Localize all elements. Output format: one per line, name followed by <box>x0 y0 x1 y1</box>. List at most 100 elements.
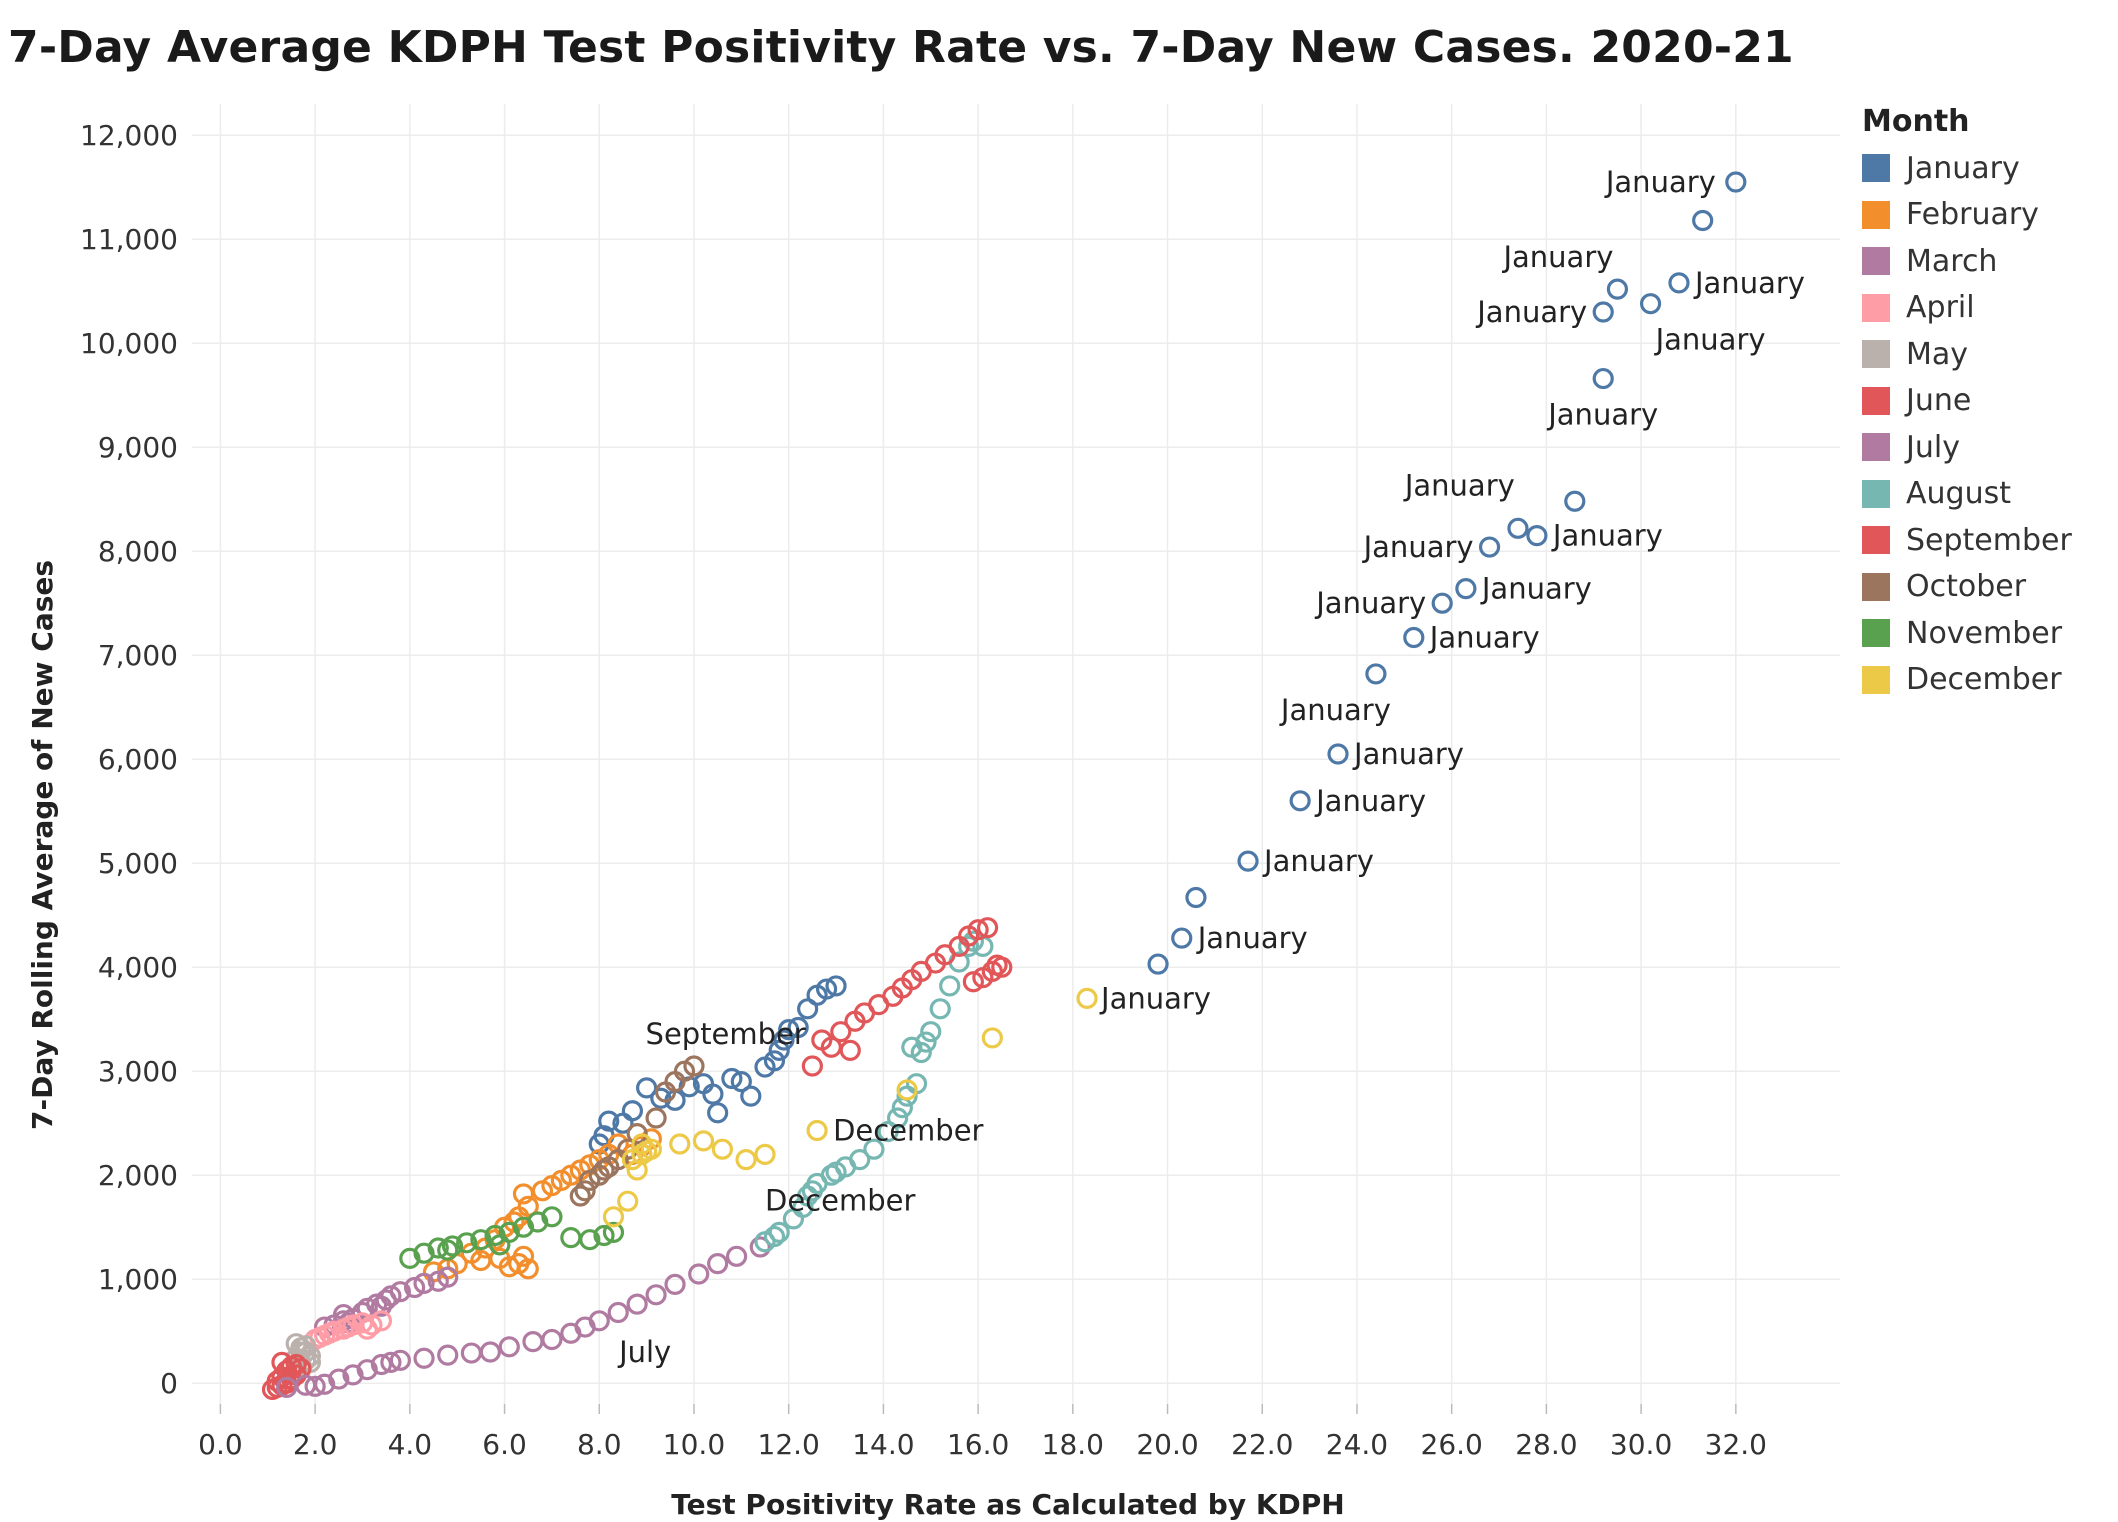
point-annotation: January <box>1314 784 1426 818</box>
legend-swatch <box>1862 247 1890 276</box>
legend-item-october[interactable]: October <box>1862 564 2072 611</box>
y-tick-label: 9,000 <box>98 431 178 464</box>
data-point <box>1455 578 1477 600</box>
legend-item-march[interactable]: March <box>1862 238 2072 285</box>
data-point <box>929 998 951 1020</box>
legend-swatch <box>1862 433 1890 462</box>
data-point <box>825 975 847 997</box>
legend-swatch <box>1862 293 1890 322</box>
point-annotation: December <box>833 1113 983 1147</box>
data-point <box>489 1234 511 1256</box>
data-point <box>1639 293 1662 315</box>
series-november <box>399 1206 625 1270</box>
data-point <box>470 1229 492 1251</box>
data-point <box>754 1143 776 1166</box>
data-point <box>1431 592 1453 614</box>
point-annotation: January <box>1279 693 1391 727</box>
data-point <box>498 1336 520 1358</box>
legend-item-august[interactable]: August <box>1862 471 2072 518</box>
data-point <box>1327 743 1349 765</box>
data-point <box>958 935 980 958</box>
legend-label: September <box>1906 522 2072 558</box>
x-tick-label: 20.0 <box>1136 1428 1198 1461</box>
data-point <box>1403 626 1425 649</box>
legend-item-january[interactable]: January <box>1862 145 2072 192</box>
point-annotation: January <box>1428 621 1540 655</box>
legend-swatch <box>1862 619 1890 648</box>
series-september <box>801 917 1013 1077</box>
legend-swatch <box>1862 479 1890 508</box>
data-point <box>413 1347 435 1369</box>
x-tick-label: 14.0 <box>852 1428 914 1461</box>
data-point <box>849 1148 871 1171</box>
legend-label: May <box>1906 336 1969 372</box>
legend-item-november[interactable]: November <box>1862 610 2072 657</box>
data-point <box>1725 171 1747 193</box>
data-point <box>437 1239 459 1261</box>
data-point <box>602 1206 625 1228</box>
series-july <box>276 1236 771 1398</box>
legend-item-june[interactable]: June <box>1862 378 2072 425</box>
point-annotation: July <box>617 1335 671 1369</box>
x-tick-label: 12.0 <box>758 1428 820 1461</box>
data-point <box>560 1226 582 1249</box>
data-point <box>711 1138 733 1160</box>
data-point <box>318 1322 340 1344</box>
legend-label: January <box>1906 150 2020 186</box>
y-tick-label: 10,000 <box>80 327 178 360</box>
data-point <box>479 1341 501 1363</box>
legend-swatch <box>1862 386 1890 415</box>
data-point <box>1668 272 1690 294</box>
data-point <box>427 1270 449 1292</box>
point-annotation: January <box>1362 530 1474 564</box>
data-point <box>1289 790 1311 812</box>
y-tick-label: 5,000 <box>98 847 178 880</box>
x-tick-label: 26.0 <box>1421 1428 1483 1461</box>
data-point <box>370 1353 393 1376</box>
data-point <box>403 1276 426 1299</box>
legend-items: January February March April May June July Augu… <box>1862 145 2072 703</box>
data-point <box>617 1190 639 1212</box>
data-point <box>569 1185 591 1207</box>
legend-label: December <box>1906 662 2062 698</box>
y-tick-label: 12,000 <box>80 119 178 152</box>
data-point <box>598 1110 620 1132</box>
y-tick-label: 11,000 <box>80 223 178 256</box>
data-point <box>588 1310 610 1332</box>
data-point <box>839 1039 861 1062</box>
legend-label: November <box>1906 615 2063 651</box>
x-tick-label: 16.0 <box>947 1428 1009 1461</box>
data-point <box>725 1245 748 1267</box>
series-june <box>261 1351 312 1401</box>
legend-item-february[interactable]: February <box>1862 192 2072 239</box>
legend-item-april[interactable]: April <box>1862 285 2072 332</box>
legend-item-july[interactable]: July <box>1862 424 2072 471</box>
point-annotation: September <box>646 1017 806 1051</box>
series-january <box>588 171 1747 1155</box>
y-tick-label: 1,000 <box>98 1263 178 1296</box>
legend-label: July <box>1906 429 1960 465</box>
y-tick-label: 4,000 <box>98 951 178 984</box>
x-tick-label: 28.0 <box>1515 1428 1577 1461</box>
data-point <box>749 1236 771 1258</box>
data-point <box>939 975 961 997</box>
y-tick-label: 8,000 <box>98 535 178 568</box>
x-tick-label: 24.0 <box>1326 1428 1388 1461</box>
data-point <box>830 1021 852 1043</box>
data-point <box>778 1018 800 1041</box>
data-point <box>508 1206 530 1228</box>
data-point <box>692 1130 715 1152</box>
data-point <box>356 1359 378 1381</box>
data-point <box>295 1335 317 1357</box>
legend-item-december[interactable]: December <box>1862 657 2072 704</box>
data-point <box>683 1055 705 1077</box>
data-point <box>735 1148 757 1171</box>
data-point <box>413 1272 435 1294</box>
legend-title: Month <box>1862 104 1970 139</box>
legend-item-may[interactable]: May <box>1862 331 2072 378</box>
data-point <box>645 1284 667 1306</box>
legend-label: March <box>1906 243 1998 279</box>
annotations: JanuaryJanuaryJanuaryJanuaryJanuaryJanua… <box>617 165 1805 1369</box>
legend-item-september[interactable]: September <box>1862 517 2072 564</box>
data-point <box>579 1229 601 1251</box>
